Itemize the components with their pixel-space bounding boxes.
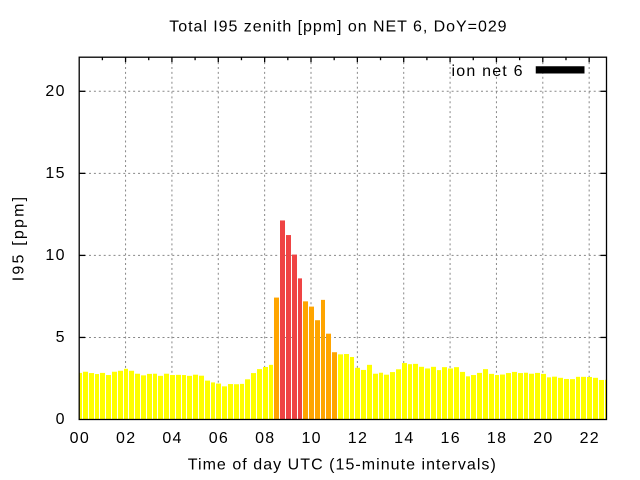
svg-text:14: 14: [394, 430, 414, 447]
svg-text:12: 12: [348, 430, 368, 447]
svg-text:20: 20: [533, 430, 553, 447]
svg-text:Time of day UTC (15-minute int: Time of day UTC (15-minute intervals): [188, 457, 497, 474]
svg-text:10: 10: [301, 430, 321, 447]
svg-text:0: 0: [56, 411, 65, 428]
svg-text:ion net 6: ion net 6: [452, 63, 524, 80]
svg-text:5: 5: [56, 329, 65, 346]
svg-text:08: 08: [255, 430, 275, 447]
svg-text:18: 18: [487, 430, 507, 447]
svg-text:02: 02: [116, 430, 136, 447]
svg-text:00: 00: [70, 430, 90, 447]
svg-text:I95 [ppm]: I95 [ppm]: [11, 195, 28, 282]
svg-text:15: 15: [45, 165, 65, 182]
svg-text:22: 22: [580, 430, 600, 447]
svg-text:16: 16: [441, 430, 461, 447]
svg-text:06: 06: [209, 430, 229, 447]
svg-text:04: 04: [162, 430, 182, 447]
svg-text:10: 10: [45, 247, 65, 264]
svg-text:20: 20: [45, 83, 65, 100]
svg-text:Total I95 zenith [ppm] on NET: Total I95 zenith [ppm] on NET 6, DoY=029: [169, 19, 507, 36]
